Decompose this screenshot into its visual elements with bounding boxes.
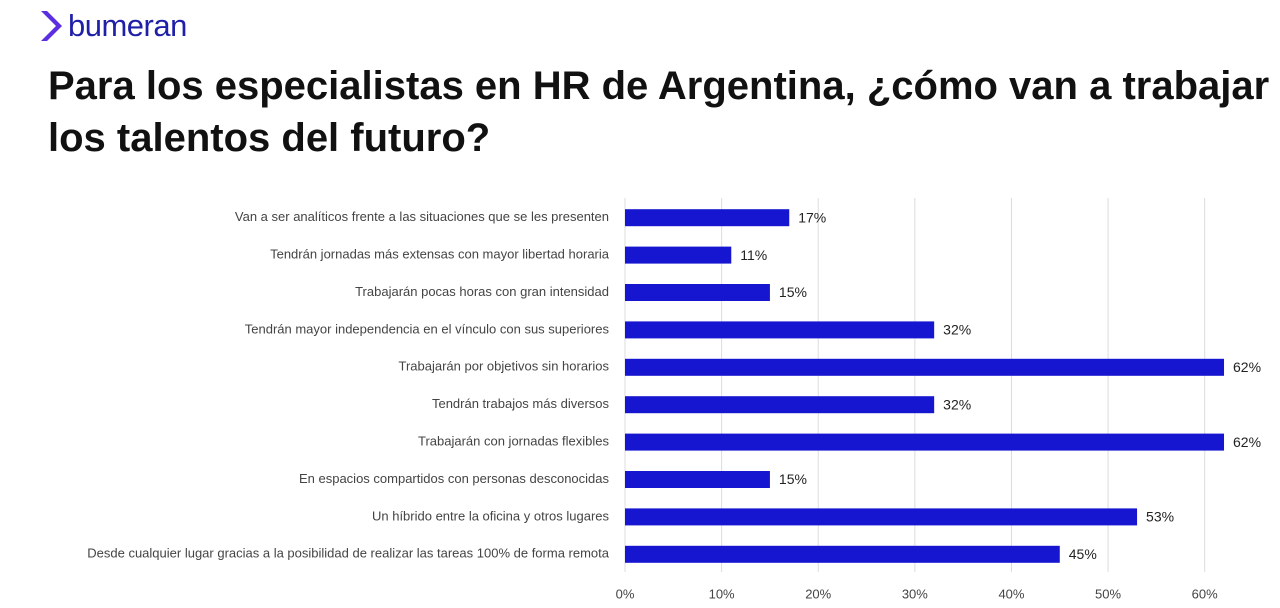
y-tick-label: Tendrán trabajos más diversos [432, 396, 610, 411]
value-label: 32% [943, 396, 971, 412]
y-tick-label: Trabajarán con jornadas flexibles [418, 434, 610, 449]
bar [625, 284, 770, 301]
x-tick-label: 0% [616, 586, 635, 601]
y-tick-label: Trabajarán por objetivos sin horarios [398, 359, 609, 374]
chart-title: Para los especialistas en HR de Argentin… [48, 64, 1270, 160]
value-label: 62% [1233, 434, 1261, 450]
value-label: 32% [943, 322, 971, 338]
y-tick-label: En espacios compartidos con personas des… [299, 471, 610, 486]
bar [625, 321, 935, 339]
value-label: 53% [1146, 509, 1174, 525]
x-tick-label: 40% [998, 586, 1024, 601]
logo-text: bumeran [68, 8, 187, 43]
value-label: 62% [1233, 359, 1261, 375]
bar [625, 433, 1225, 451]
y-tick-label: Desde cualquier lugar gracias a la posib… [87, 546, 609, 561]
bar [625, 396, 935, 414]
x-tick-label: 30% [902, 586, 928, 601]
x-tick-label: 20% [805, 586, 831, 601]
x-tick-label: 50% [1095, 586, 1121, 601]
bar [625, 471, 770, 488]
y-tick-label: Un híbrido entre la oficina y otros luga… [372, 508, 610, 523]
bar [625, 209, 790, 227]
bar [625, 508, 1138, 526]
bar [625, 246, 732, 264]
y-tick-label: Tendrán jornadas más extensas con mayor … [270, 247, 610, 262]
logo: bumeran [38, 8, 187, 44]
x-tick-label: 60% [1192, 586, 1218, 601]
value-label: 15% [779, 284, 807, 300]
value-label: 45% [1069, 546, 1097, 562]
logo-icon [41, 11, 62, 41]
y-tick-label: Tendrán mayor independencia en el víncul… [245, 321, 610, 336]
value-label: 17% [798, 209, 826, 225]
x-tick-label: 10% [709, 586, 735, 601]
bar [625, 545, 1060, 563]
y-tick-label: Van a ser analíticos frente a las situac… [235, 209, 609, 224]
y-tick-label: Trabajarán pocas horas con gran intensid… [355, 284, 609, 299]
value-label: 11% [740, 247, 767, 263]
bar [625, 358, 1225, 376]
value-label: 15% [779, 471, 807, 487]
